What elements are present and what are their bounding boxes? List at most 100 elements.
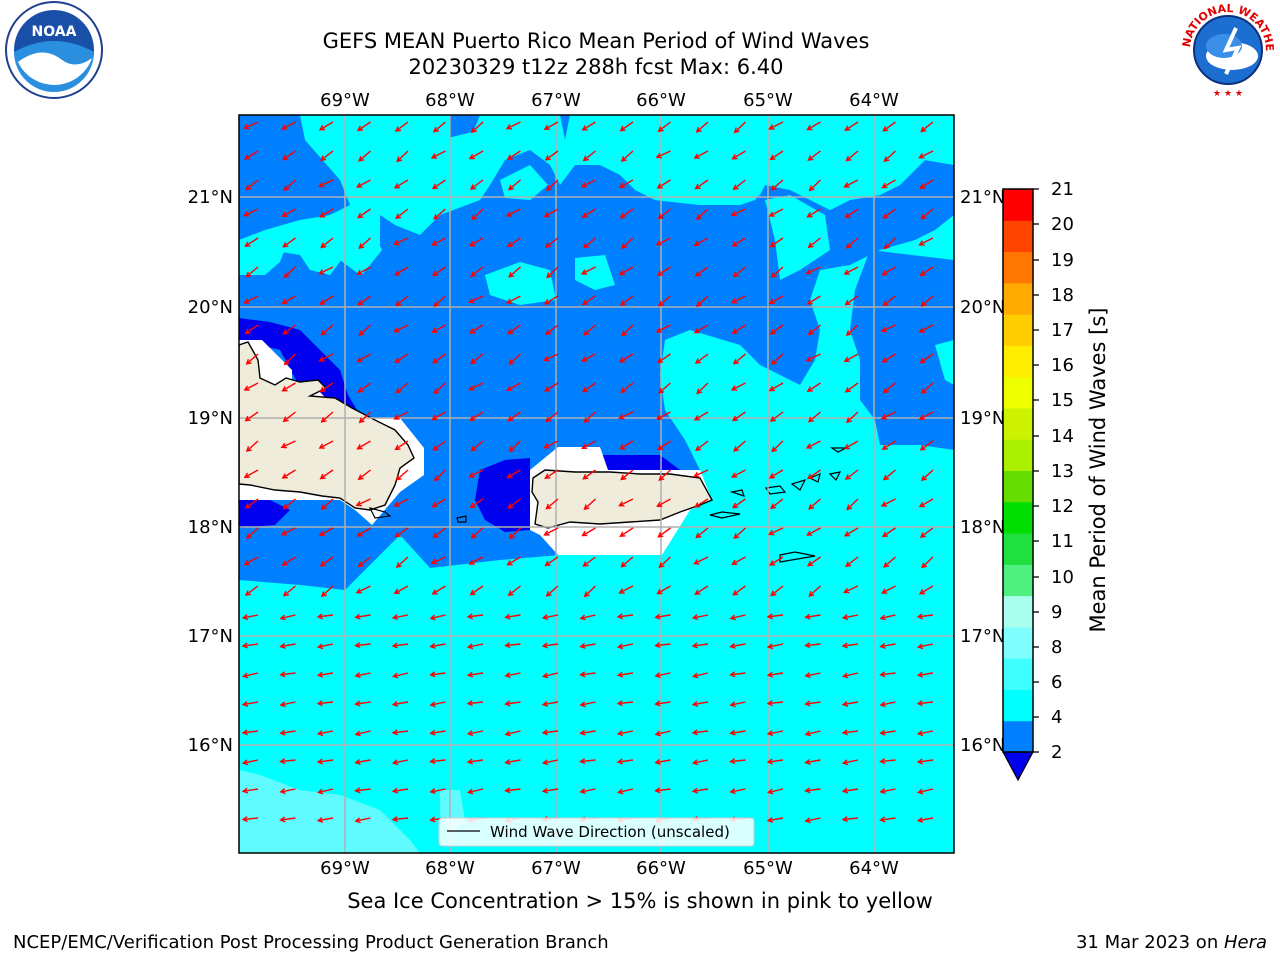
- wind-arrow: [319, 295, 334, 306]
- wind-arrow: [916, 671, 934, 678]
- wind-arrow: [245, 266, 259, 278]
- wind-arrow: [807, 237, 821, 249]
- wind-arrow: [320, 498, 334, 510]
- colorbar-tick-label: 11: [1051, 531, 1074, 552]
- wind-arrow: [358, 150, 371, 162]
- wind-arrow: [391, 614, 409, 621]
- wind-arrow: [729, 729, 746, 736]
- wind-arrow: [806, 382, 821, 393]
- wind-arrow: [582, 382, 596, 393]
- wind-arrow: [656, 498, 671, 508]
- wind-arrow: [279, 758, 296, 765]
- wind-arrow: [732, 179, 746, 191]
- wind-arrow: [282, 585, 296, 597]
- lat-label-left: 16°N: [188, 735, 233, 756]
- wind-arrow: [541, 700, 559, 707]
- wind-arrow: [733, 527, 746, 539]
- wind-arrow: [691, 729, 709, 736]
- colorbar-tick-label: 14: [1051, 426, 1074, 447]
- wind-arrow: [919, 440, 934, 451]
- wind-arrow: [354, 642, 371, 649]
- wind-arrow: [244, 237, 259, 248]
- wind-arrow: [541, 787, 559, 794]
- wind-arrow: [916, 788, 934, 795]
- wind-arrow: [391, 729, 409, 736]
- wind-arrow: [355, 498, 371, 507]
- nws-logo: NATIONAL WEATHER SERVICE ★ ★ ★: [1176, 0, 1276, 99]
- wind-arrow: [316, 730, 334, 737]
- wind-arrow: [616, 643, 634, 650]
- wind-arrow: [804, 700, 821, 707]
- wind-arrow: [691, 787, 709, 794]
- wind-arrow: [732, 353, 746, 365]
- wind-arrow: [880, 498, 896, 507]
- wind-arrow: [470, 353, 484, 365]
- wind-arrow: [916, 613, 934, 620]
- wind-arrow: [354, 672, 371, 679]
- wind-arrow: [695, 208, 709, 220]
- wind-arrow: [241, 700, 259, 707]
- wind-arrow: [431, 237, 446, 246]
- lon-label-top: 64°W: [849, 90, 899, 111]
- wind-arrow: [918, 498, 934, 508]
- wind-arrow: [470, 121, 484, 134]
- wind-arrow: [433, 295, 446, 307]
- wind-arrow: [544, 556, 559, 567]
- wind-arrow: [579, 701, 596, 708]
- wind-arrow: [921, 556, 934, 569]
- wind-arrow: [916, 816, 934, 823]
- field-palecyan: [239, 770, 465, 853]
- wind-arrow: [691, 642, 709, 649]
- colorbar-tick-label: 18: [1051, 285, 1074, 306]
- wind-arrow: [469, 411, 484, 422]
- wind-arrow: [916, 730, 934, 737]
- lon-label-bottom: 64°W: [849, 858, 899, 879]
- wind-arrow: [320, 411, 334, 423]
- wind-arrow: [357, 295, 371, 306]
- wind-arrow: [841, 816, 859, 823]
- wind-arrow: [279, 671, 296, 678]
- wind-arrow: [581, 353, 596, 362]
- wind-arrow: [429, 614, 446, 621]
- noaa-logo: NOAA: [5, 1, 103, 99]
- wind-arrow: [654, 642, 671, 649]
- wind-arrow: [391, 759, 409, 766]
- wind-arrow: [618, 266, 634, 276]
- lon-label-bottom: 66°W: [636, 858, 686, 879]
- wind-arrow: [433, 469, 446, 482]
- wind-arrow: [841, 642, 859, 649]
- wind-arrow: [244, 150, 259, 160]
- wind-arrow: [319, 382, 334, 393]
- wind-arrow: [541, 729, 559, 736]
- wind-arrow: [883, 150, 896, 163]
- wind-arrow: [654, 700, 671, 707]
- wind-arrow: [471, 208, 484, 221]
- wind-arrow: [918, 150, 934, 159]
- wind-arrow: [431, 411, 446, 421]
- wind-arrow: [881, 266, 896, 276]
- wind-arrow: [768, 527, 784, 536]
- wind-arrow: [583, 411, 596, 423]
- footer-machine: Hera: [1223, 932, 1267, 953]
- wind-arrow: [770, 353, 784, 366]
- wind-arrow: [731, 237, 746, 247]
- wind-arrow: [358, 237, 371, 249]
- wind-arrow: [771, 440, 784, 453]
- land-hispaniola: [239, 341, 415, 511]
- colorbar-label: Mean Period of Wind Waves [s]: [1086, 308, 1110, 633]
- wind-arrow: [354, 758, 371, 765]
- wind-arrow: [243, 382, 259, 391]
- wind-arrow: [393, 411, 409, 420]
- wind-arrow: [616, 613, 634, 620]
- colorbar-tick-label: 6: [1051, 672, 1062, 693]
- wind-arrow: [504, 613, 521, 620]
- wind-arrow: [845, 556, 859, 568]
- wind-arrow: [657, 121, 671, 133]
- wind-arrow: [545, 411, 559, 423]
- wind-arrow: [879, 816, 896, 823]
- wind-arrow: [693, 411, 709, 421]
- wind-arrow: [281, 556, 296, 567]
- wind-arrow: [845, 324, 859, 336]
- wind-arrow: [920, 121, 934, 133]
- wind-arrow: [241, 787, 259, 794]
